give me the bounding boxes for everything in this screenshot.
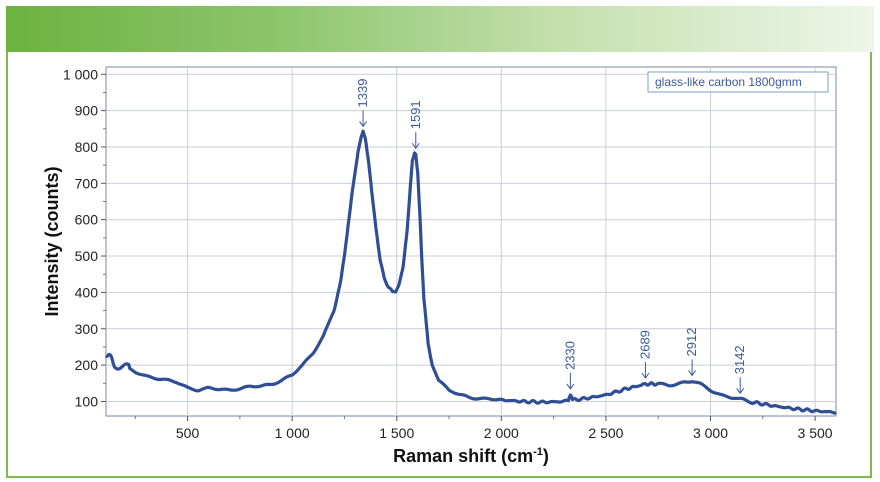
figure-frame bbox=[6, 52, 872, 478]
legend-entry: glass-like carbon 1800gmm bbox=[655, 75, 802, 89]
y-tick-label: 900 bbox=[75, 103, 99, 119]
x-tick-label: 3 500 bbox=[798, 425, 833, 441]
header-banner bbox=[6, 6, 874, 52]
annotation-arrowhead bbox=[736, 387, 745, 395]
annotation-arrowhead bbox=[641, 372, 650, 379]
annotation-label: 3142 bbox=[732, 345, 747, 374]
x-tick-label: 1 500 bbox=[379, 425, 414, 441]
annotation-label: 1591 bbox=[408, 100, 423, 129]
y-axis-title: Intensity (counts) bbox=[42, 166, 62, 316]
peak-annotation: 2689 bbox=[637, 330, 652, 379]
annotation-label: 2912 bbox=[684, 328, 699, 357]
x-tick-label: 1 000 bbox=[275, 425, 310, 441]
peak-annotation: 2912 bbox=[684, 328, 699, 377]
x-axis-title-main: Raman shift (cm bbox=[393, 446, 533, 466]
peak-annotation: 1591 bbox=[408, 100, 423, 150]
plot-area bbox=[105, 66, 837, 417]
annotation-arrowhead bbox=[566, 383, 575, 390]
x-tick-label: 500 bbox=[176, 425, 200, 441]
annotation-label: 2330 bbox=[562, 341, 577, 370]
x-axis-ticks: 500 1 000 1 500 2 000 2 500 3 000 3 500 bbox=[134, 416, 833, 441]
x-axis-title: Raman shift (cm-1) bbox=[393, 446, 549, 466]
legend-box bbox=[647, 71, 829, 93]
x-tick-label: 2 500 bbox=[588, 425, 623, 441]
x-tick-label: 3 000 bbox=[693, 425, 728, 441]
y-tick-label: 700 bbox=[75, 175, 99, 191]
legend: glass-like carbon 1800gmm bbox=[647, 71, 829, 93]
y-tick-label: 500 bbox=[75, 248, 99, 264]
y-tick-label: 800 bbox=[75, 139, 99, 155]
y-tick-label: 200 bbox=[75, 357, 99, 373]
y-tick-label: 600 bbox=[75, 212, 99, 228]
peak-annotations: 1339 1591 2330 2689 2912 3142 bbox=[355, 79, 747, 395]
y-tick-label: 1 000 bbox=[63, 66, 98, 82]
annotation-arrowhead bbox=[688, 370, 697, 377]
annotation-label: 1339 bbox=[355, 79, 370, 108]
grid bbox=[106, 67, 836, 416]
peak-annotation: 1339 bbox=[355, 79, 370, 128]
series-layer bbox=[104, 129, 837, 415]
annotation-arrowhead bbox=[411, 142, 420, 150]
spectrum-line bbox=[104, 129, 837, 415]
y-tick-label: 100 bbox=[75, 393, 99, 409]
x-axis-title-sup: -1 bbox=[533, 446, 543, 458]
y-axis-ticks: 100 200 300 400 500 600 700 800 900 1 000 bbox=[63, 66, 106, 409]
y-tick-label: 300 bbox=[75, 321, 99, 337]
x-axis-title-suffix: ) bbox=[543, 446, 549, 466]
x-tick-label: 2 000 bbox=[484, 425, 519, 441]
peak-annotation: 3142 bbox=[732, 345, 747, 395]
annotation-label: 2689 bbox=[637, 330, 652, 359]
y-tick-label: 400 bbox=[75, 284, 99, 300]
peak-annotation: 2330 bbox=[562, 341, 577, 390]
annotation-arrowhead bbox=[359, 121, 367, 128]
